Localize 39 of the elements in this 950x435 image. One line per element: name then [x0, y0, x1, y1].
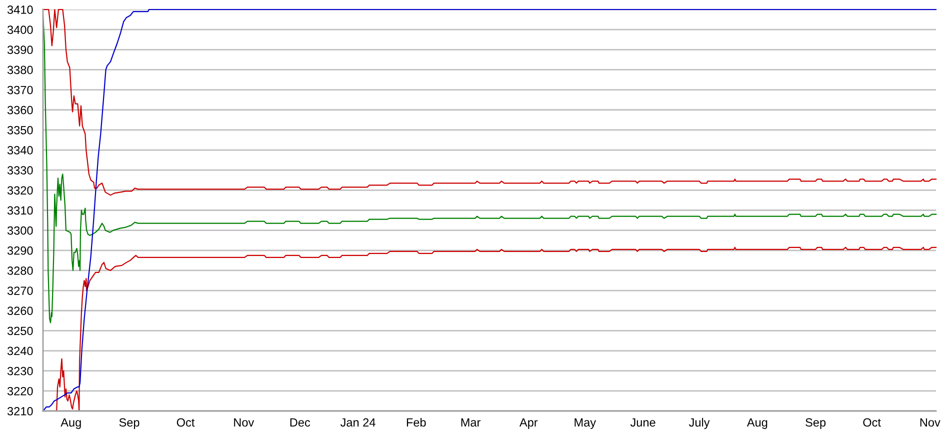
y-tick-label: 3370 — [7, 86, 33, 94]
x-tick-label: May — [574, 418, 596, 429]
x-tick-label: Oct — [176, 418, 195, 427]
y-tick-label: 3250 — [7, 326, 33, 336]
y-tick-label: 3240 — [7, 346, 33, 356]
x-tick-label: Dec — [290, 418, 310, 427]
x-tick-label: Oct — [863, 418, 881, 427]
x-tick-label: Sep — [119, 418, 140, 429]
line-series — [42, 8, 937, 412]
y-tick-label: 3230 — [7, 366, 33, 376]
y-tick-label: 3320 — [7, 186, 33, 195]
x-tick-label: Sep — [806, 418, 826, 429]
y-tick-label: 3360 — [7, 106, 33, 114]
x-tick-label: Jan 24 — [340, 418, 376, 427]
y-tick-label: 3330 — [7, 166, 33, 174]
y-tick-label: 3260 — [7, 306, 33, 316]
x-tick-label: Aug — [60, 418, 81, 429]
y-tick-label: 3350 — [7, 126, 33, 134]
x-tick-label: June — [630, 418, 656, 427]
x-tick-label: Nov — [234, 418, 254, 427]
y-tick-label: 3310 — [7, 206, 33, 215]
y-tick-label: 3210 — [7, 407, 33, 416]
x-tick-label: Nov — [920, 418, 940, 427]
y-tick-label: 3340 — [7, 146, 33, 154]
line-series — [42, 8, 937, 196]
y-tick-label: 3290 — [7, 246, 33, 255]
x-tick-label: Feb — [406, 418, 426, 427]
x-tick-label: Apr — [519, 418, 538, 429]
y-tick-label: 3280 — [7, 266, 33, 275]
x-tick-label: July — [688, 418, 710, 429]
x-tick-label: Mar — [461, 418, 480, 427]
x-tick-label: Aug — [746, 418, 768, 429]
y-tick-label: 3380 — [7, 66, 33, 74]
y-tick-label: 3400 — [7, 26, 33, 34]
y-tick-label: 3300 — [7, 226, 33, 235]
y-tick-label: 3390 — [7, 46, 33, 54]
y-tick-label: 3220 — [7, 386, 33, 396]
y-tick-label: 3410 — [7, 6, 33, 14]
y-tick-label: 3270 — [7, 286, 33, 295]
